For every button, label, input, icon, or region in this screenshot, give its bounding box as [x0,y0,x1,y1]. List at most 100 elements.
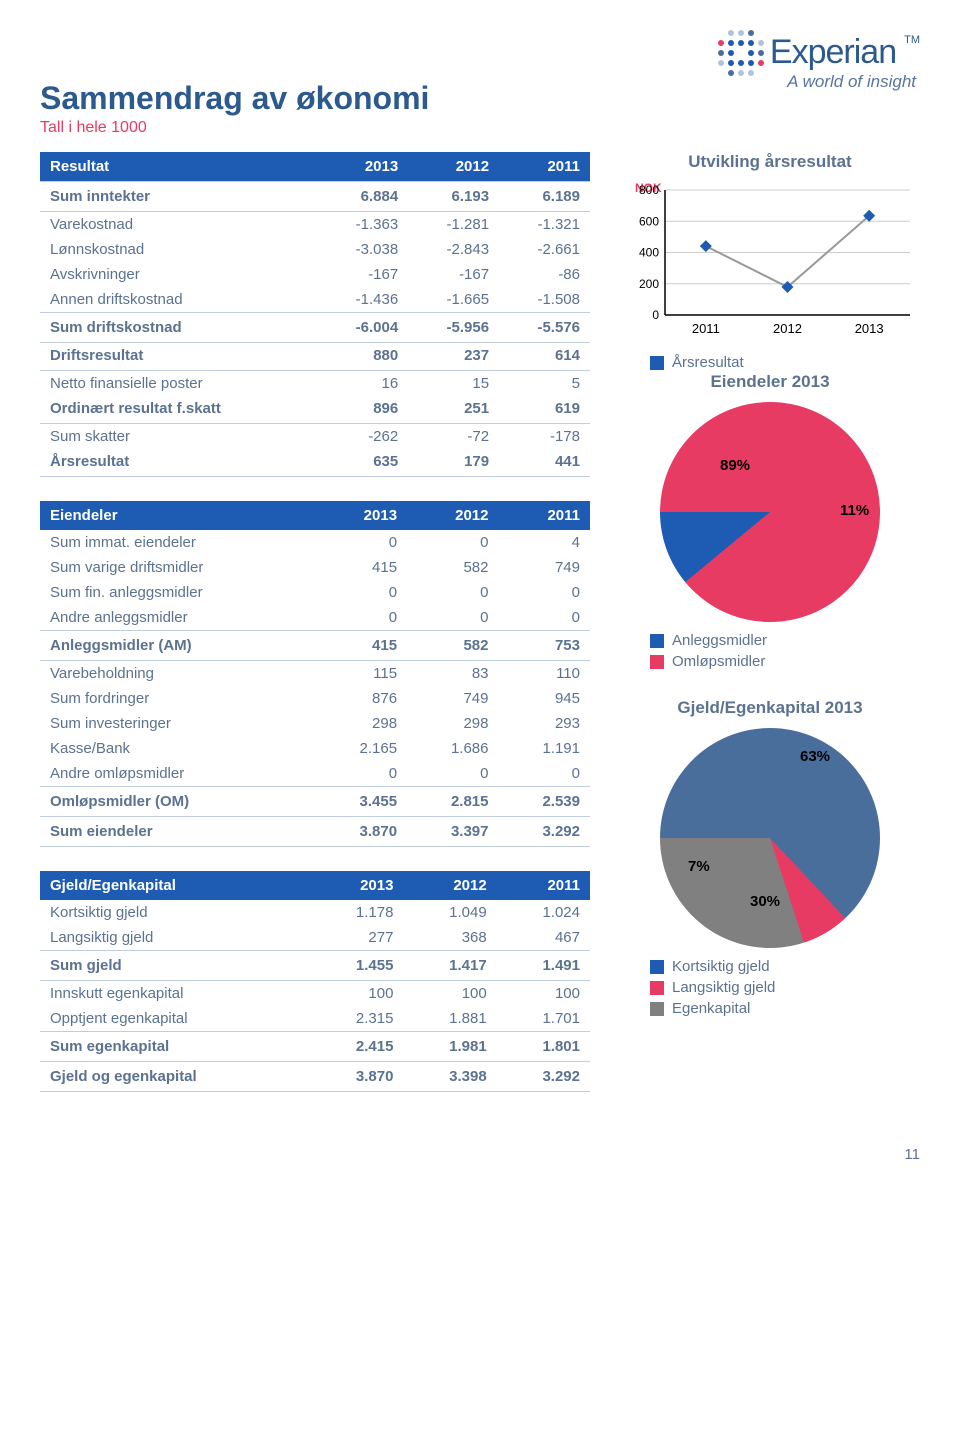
table-cell: -178 [499,424,590,450]
table-cell: -72 [408,424,499,450]
table-row: Sum egenkapital2.4151.9811.801 [40,1032,590,1062]
table-cell: 749 [407,686,498,711]
table-cell: 0 [407,605,498,631]
brand-tagline: A world of insight [718,72,916,92]
table-cell: 0 [407,761,498,787]
table-cell: 1.491 [497,951,590,981]
table-cell: 1.049 [403,900,496,925]
table-cell: 115 [316,661,407,687]
table-row: Kasse/Bank2.1651.6861.191 [40,736,590,761]
table-cell: 0 [499,761,591,787]
pie2-legend: Kortsiktig gjeldLangsiktig gjeldEgenkapi… [650,958,920,1017]
table-cell: 6.189 [499,182,590,212]
table-row: Sum gjeld1.4551.4171.491 [40,951,590,981]
table-row: Sum immat. eiendeler004 [40,530,590,555]
table-cell: 6.884 [317,182,408,212]
table-cell: Ordinært resultat f.skatt [40,396,317,424]
table-row: Sum eiendeler3.8703.3973.292 [40,817,590,847]
svg-text:2011: 2011 [692,321,720,336]
table-row: Gjeld og egenkapital3.8703.3983.292 [40,1062,590,1092]
table-cell: 368 [403,925,496,951]
table-cell: 0 [407,580,498,605]
table-header: 2012 [408,152,499,182]
svg-text:800: 800 [639,183,659,197]
table-cell: -1.436 [317,287,408,313]
legend-label: Omløpsmidler [672,653,765,670]
line-legend: Årsresultat [650,354,920,371]
table-row: Sum investeringer298298293 [40,711,590,736]
gjeld-table: Gjeld/Egenkapital201320122011Kortsiktig … [40,871,590,1092]
table-cell: Sum skatter [40,424,317,450]
table-row: Sum fin. anleggsmidler000 [40,580,590,605]
table-cell: Anleggsmidler (AM) [40,631,316,661]
table-cell: 1.417 [403,951,496,981]
table-cell: Sum investeringer [40,711,316,736]
table-cell: Sum fin. anleggsmidler [40,580,316,605]
table-cell: Andre anleggsmidler [40,605,316,631]
table-cell: 83 [407,661,498,687]
table-cell: 277 [310,925,403,951]
table-cell: Kortsiktig gjeld [40,900,310,925]
table-header: 2012 [407,501,498,530]
table-cell: 2.815 [407,787,498,817]
legend-color-box [650,655,664,669]
table-cell: -86 [499,262,590,287]
table-header: Resultat [40,152,317,182]
table-cell: Andre omløpsmidler [40,761,316,787]
table-cell: 1.686 [407,736,498,761]
table-cell: Sum inntekter [40,182,317,212]
table-cell: 0 [316,530,407,555]
table-header: 2011 [499,152,590,182]
svg-text:600: 600 [639,214,659,228]
table-cell: 110 [499,661,591,687]
legend-item: Anleggsmidler [650,632,920,649]
table-row: Lønnskostnad-3.038-2.843-2.661 [40,237,590,262]
table-row: Langsiktig gjeld277368467 [40,925,590,951]
table-cell: 3.292 [499,817,591,847]
table-cell: Innskutt egenkapital [40,981,310,1007]
logo-dotgrid [718,30,762,74]
resultat-table: Resultat201320122011Sum inntekter6.8846.… [40,152,590,477]
line-chart: Utvikling årsresultat NOK020040060080020… [620,152,920,332]
table-cell: Netto finansielle poster [40,371,317,397]
page-subtitle: Tall i hele 1000 [40,119,429,137]
table-cell: 0 [316,761,407,787]
table-cell: 1.178 [310,900,403,925]
legend-item: Langsiktig gjeld [650,979,920,996]
table-cell: 614 [499,343,590,371]
table-cell: 15 [408,371,499,397]
legend-box-arsresultat [650,356,664,370]
table-cell: 2.315 [310,1006,403,1032]
table-row: Sum driftskostnad-6.004-5.956-5.576 [40,313,590,343]
line-chart-svg: NOK0200400600800201120122013 [620,180,920,340]
pie2-block: Gjeld/Egenkapital 2013 63%7%30% Kortsikt… [620,698,920,1017]
table-cell: 880 [317,343,408,371]
table-row: Avskrivninger-167-167-86 [40,262,590,287]
eiendeler-table: Eiendeler201320122011Sum immat. eiendele… [40,501,590,847]
legend-color-box [650,981,664,995]
legend-color-box [650,634,664,648]
table-header: 2011 [497,871,590,900]
table-row: Sum varige driftsmidler415582749 [40,555,590,580]
table-cell: 0 [407,530,498,555]
pie2-chart: 63%7%30% [660,728,880,948]
table-row: Ordinært resultat f.skatt896251619 [40,396,590,424]
table-cell: 100 [403,981,496,1007]
resultat-table-block: Resultat201320122011Sum inntekter6.8846.… [40,152,590,477]
pie1-block: Eiendeler 2013 89%11% AnleggsmidlerOmløp… [620,372,920,670]
table-cell: Sum driftskostnad [40,313,317,343]
table-row: Opptjent egenkapital2.3151.8811.701 [40,1006,590,1032]
table-row: Netto finansielle poster16155 [40,371,590,397]
table-row: Annen driftskostnad-1.436-1.665-1.508 [40,287,590,313]
table-cell: -2.661 [499,237,590,262]
legend-color-box [650,960,664,974]
table-cell: 467 [497,925,590,951]
table-cell: 3.292 [497,1062,590,1092]
table-cell: 582 [407,555,498,580]
table-cell: 298 [407,711,498,736]
table-cell: Opptjent egenkapital [40,1006,310,1032]
table-cell: 100 [310,981,403,1007]
table-cell: 441 [499,449,590,477]
table-row: Kortsiktig gjeld1.1781.0491.024 [40,900,590,925]
table-cell: 3.397 [407,817,498,847]
